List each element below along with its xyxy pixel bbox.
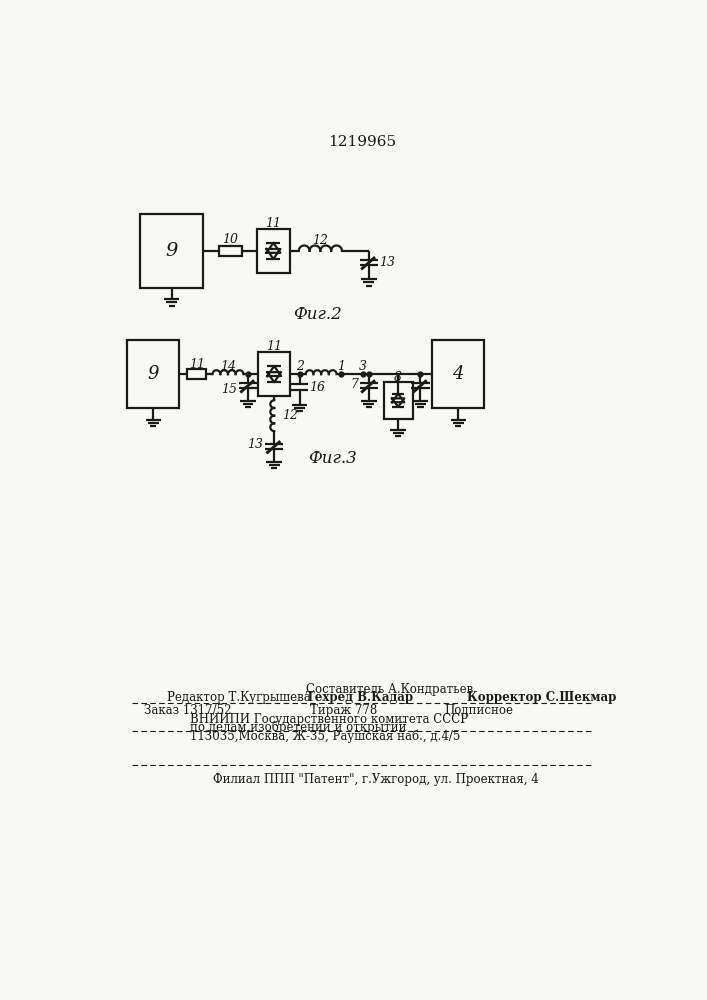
Text: Фиг.3: Фиг.3: [308, 450, 357, 467]
Text: 8: 8: [394, 371, 402, 384]
Text: 9: 9: [165, 242, 178, 260]
Text: 1: 1: [337, 360, 345, 373]
Text: по делам изобретений и открытий: по делам изобретений и открытий: [190, 721, 407, 734]
Text: 2: 2: [296, 360, 303, 373]
Text: 1219965: 1219965: [328, 135, 396, 149]
Text: 9: 9: [148, 365, 159, 383]
Bar: [218, 246, 242, 256]
Text: 12: 12: [282, 409, 298, 422]
Text: Филиал ППП "Патент", г.Ужгород, ул. Проектная, 4: Филиал ППП "Патент", г.Ужгород, ул. Прое…: [214, 773, 539, 786]
Text: 15: 15: [221, 383, 238, 396]
Text: 11: 11: [189, 358, 205, 371]
Text: 14: 14: [220, 360, 236, 373]
Text: Составитель А.Кондратьев: Составитель А.Кондратьев: [305, 683, 473, 696]
Text: 11: 11: [265, 217, 281, 230]
Text: 12: 12: [312, 234, 328, 247]
Bar: [140, 214, 204, 288]
Text: 7: 7: [351, 378, 359, 391]
Text: 3: 3: [358, 360, 367, 373]
Text: 10: 10: [222, 233, 238, 246]
Bar: [187, 369, 206, 379]
Text: Корректор С.Шекмар: Корректор С.Шекмар: [467, 691, 617, 704]
Text: 13: 13: [247, 438, 264, 451]
Text: Фиг.2: Фиг.2: [293, 306, 341, 323]
Text: 113035,Москва, Ж-35, Раушская наб., д.4/5: 113035,Москва, Ж-35, Раушская наб., д.4/…: [190, 729, 461, 743]
Text: 13: 13: [379, 256, 395, 269]
Text: ВНИИПИ Государственного комитета СССР: ВНИИПИ Государственного комитета СССР: [190, 713, 468, 726]
Bar: [127, 340, 180, 408]
Bar: [432, 340, 484, 408]
Text: 11: 11: [266, 340, 282, 353]
Text: 16: 16: [310, 381, 326, 394]
Text: Подписное: Подписное: [444, 704, 513, 717]
Bar: [258, 352, 291, 396]
Text: Редактор Т.Кугрышева: Редактор Т.Кугрышева: [167, 691, 311, 704]
Bar: [383, 382, 413, 419]
Bar: [257, 229, 290, 273]
Text: Заказ 1317/52: Заказ 1317/52: [144, 704, 232, 717]
Text: Тираж 778: Тираж 778: [310, 704, 377, 717]
Text: Техред В.Кадар: Техред В.Кадар: [305, 691, 413, 704]
Text: 4: 4: [452, 365, 464, 383]
